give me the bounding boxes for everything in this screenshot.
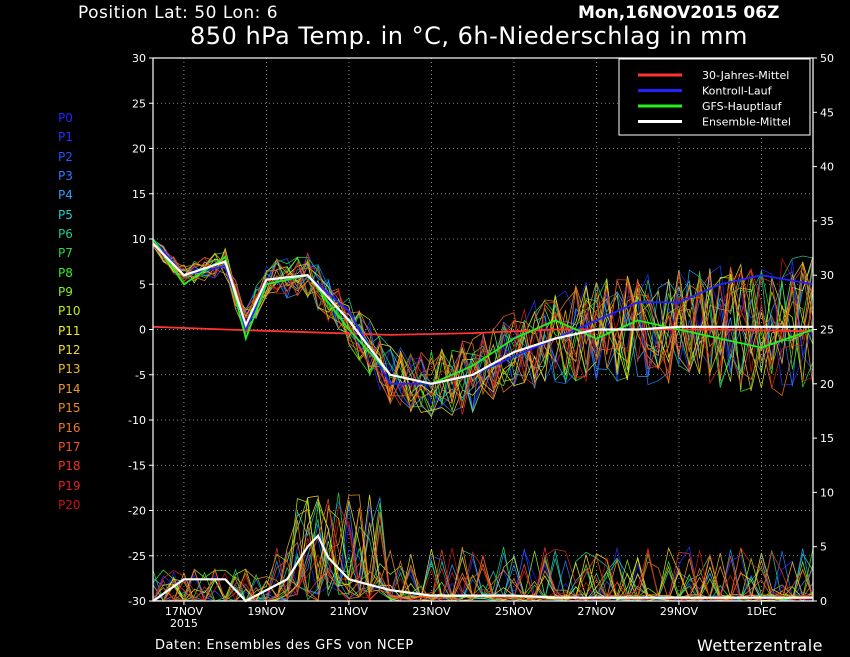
member-label: P14 <box>58 381 81 396</box>
y-left-tick-label: 15 <box>132 188 146 201</box>
x-tick-label: 17NOV <box>165 605 204 618</box>
series-line-3 <box>152 242 813 385</box>
chart-title: 850 hPa Temp. in °C, 6h-Niederschlag in … <box>190 22 748 50</box>
x-tick-label: 27NOV <box>577 605 616 618</box>
member-temp-line <box>152 241 814 402</box>
member-label: P1 <box>58 130 73 145</box>
y-axis-left: 30 25 20 15 10 5 0 -5 -10 -15 -20 -25 -30 <box>128 52 153 608</box>
y-left-tick-label: -25 <box>128 550 146 563</box>
member-label: P12 <box>58 343 81 358</box>
main-series-lines <box>152 238 814 603</box>
x-tick-label: 21NOV <box>330 605 369 618</box>
x-tick-label: 23NOV <box>412 605 451 618</box>
y-right-tick-label: 45 <box>820 106 834 119</box>
y-right-tick-label: 20 <box>820 378 834 391</box>
y-right-tick-label: 30 <box>820 269 834 282</box>
member-label: P5 <box>58 207 73 222</box>
member-temp-line <box>152 239 814 417</box>
legend-label: Ensemble-Mittel <box>702 116 791 129</box>
member-label: P10 <box>58 304 81 319</box>
y-left-tick-label: 5 <box>139 278 146 291</box>
member-temp-line <box>152 238 814 414</box>
legend-label: GFS-Hauptlauf <box>702 100 783 113</box>
series-line-2 <box>152 238 814 385</box>
member-precip-line <box>152 494 814 602</box>
y-right-tick-label: 5 <box>820 541 827 554</box>
member-label: P15 <box>58 401 81 416</box>
y-right-tick-label: 15 <box>820 432 834 445</box>
member-label: P8 <box>58 265 73 280</box>
member-label: P3 <box>58 169 73 184</box>
grid-lines <box>153 58 813 601</box>
x-tick-label: 1DEC <box>746 605 776 618</box>
member-label: P20 <box>58 497 81 512</box>
member-label: P0 <box>58 111 73 125</box>
y-left-tick-label: -30 <box>128 595 146 608</box>
member-label: P9 <box>58 285 73 300</box>
member-label: P18 <box>58 459 81 474</box>
member-label: P16 <box>58 420 81 435</box>
y-right-tick-label: 25 <box>820 324 834 337</box>
y-left-tick-label: 0 <box>139 324 146 337</box>
member-label: P11 <box>58 323 81 338</box>
run-time-label: Mon,16NOV2015 06Z <box>578 3 780 23</box>
x-year-label: 2015 <box>170 617 198 630</box>
y-right-tick-label: 0 <box>820 595 827 608</box>
y-left-tick-label: 20 <box>132 143 146 156</box>
x-tick-label: 19NOV <box>247 605 286 618</box>
legend: 30-Jahres-Mittel Kontroll-Lauf GFS-Hauptla… <box>618 58 811 136</box>
y-right-tick-label: 35 <box>820 215 834 228</box>
x-tick-label: 29NOV <box>660 605 699 618</box>
y-left-tick-label: 25 <box>132 97 146 110</box>
y-left-tick-label: -10 <box>128 414 146 427</box>
y-left-tick-label: 10 <box>132 233 146 246</box>
ensemble-member-list: P0 P1 P2 P3 P4 P5 P6 P7 P8 P9 P10 P11 P12 P13 P14 P15 P1… <box>58 109 81 515</box>
y-left-tick-label: 30 <box>132 52 146 65</box>
y-left-tick-label: -15 <box>128 459 146 472</box>
y-right-tick-label: 50 <box>820 52 834 65</box>
y-right-tick-label: 10 <box>820 486 834 499</box>
member-label: P19 <box>58 478 81 493</box>
member-label: P6 <box>58 227 73 242</box>
member-label: P4 <box>58 188 73 203</box>
y-left-tick-label: -20 <box>128 505 146 518</box>
ensemble-member-lines <box>152 237 814 603</box>
member-temp-line <box>152 245 814 405</box>
series-line-4 <box>152 533 813 603</box>
member-label: P2 <box>58 149 73 164</box>
member-temp-line <box>152 240 814 410</box>
y-right-tick-label: 40 <box>820 161 834 174</box>
x-tick-label: 25NOV <box>495 605 534 618</box>
x-axis: 17NOV 19NOV 21NOV 23NOV 25NOV 27NOV 29NOV 1DEC 2… <box>165 601 777 630</box>
data-source-label: Daten: Ensembles des GFS von NCEP <box>155 638 414 653</box>
y-left-tick-label: -5 <box>135 369 146 382</box>
brand-label: Wetterzentrale <box>697 636 824 655</box>
series-line-0 <box>152 325 814 336</box>
legend-label: Kontroll-Lauf <box>702 85 773 98</box>
member-label: P7 <box>58 246 73 261</box>
legend-label: 30-Jahres-Mittel <box>702 69 789 82</box>
member-label: P13 <box>58 362 81 377</box>
member-label: P17 <box>58 439 81 454</box>
position-label: Position Lat: 50 Lon: 6 <box>78 3 279 23</box>
